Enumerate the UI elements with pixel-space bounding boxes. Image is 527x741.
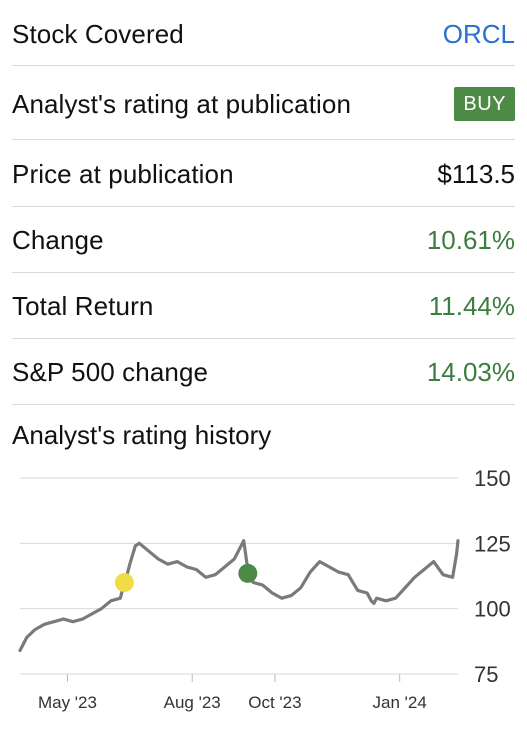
change-value: 10.61% (426, 224, 515, 255)
change-label: Change (12, 224, 104, 255)
rating-label: Analyst's rating at publication (12, 88, 352, 119)
y-tick-label: 125 (474, 531, 511, 556)
divider (12, 206, 515, 207)
x-tick-label: May '23 (38, 693, 97, 712)
buy-badge: BUY (454, 87, 515, 121)
total-return-label: Total Return (12, 290, 154, 321)
y-tick-label: 100 (474, 597, 511, 622)
divider (12, 65, 515, 66)
sp500-label: S&P 500 change (12, 356, 209, 387)
rating-marker[interactable] (238, 563, 258, 583)
x-tick-label: Aug '23 (164, 693, 221, 712)
rating-history-title: Analyst's rating history (12, 420, 272, 450)
stock-covered-label: Stock Covered (12, 18, 184, 49)
change-row: Change 10.61% (12, 220, 515, 260)
rating-history-chart[interactable]: 75 100 125 150 May '23 Aug '23 Oct '23 Jan '24 (0, 460, 527, 741)
price-value: $113.5 (437, 158, 515, 189)
price-label: Price at publication (12, 158, 234, 189)
divider (12, 404, 515, 405)
total-return-row: Total Return 11.44% (12, 286, 515, 326)
x-tick-label: Jan '24 (373, 693, 427, 712)
price-row: Price at publication $113.5 (12, 154, 515, 194)
sp500-value: 14.03% (426, 356, 515, 387)
rating-row: Analyst's rating at publication BUY (12, 84, 515, 124)
divider (12, 272, 515, 273)
x-tick-label: Oct '23 (248, 693, 301, 712)
rating-marker[interactable] (114, 573, 134, 593)
y-tick-label: 75 (474, 662, 498, 687)
divider (12, 139, 515, 140)
total-return-value: 11.44% (428, 290, 515, 321)
y-tick-label: 150 (474, 466, 511, 491)
sp500-row: S&P 500 change 14.03% (12, 352, 515, 392)
price-line (18, 539, 460, 653)
divider (12, 338, 515, 339)
stock-covered-row: Stock Covered ORCL (12, 14, 515, 54)
ticker-link[interactable]: ORCL (442, 18, 515, 49)
